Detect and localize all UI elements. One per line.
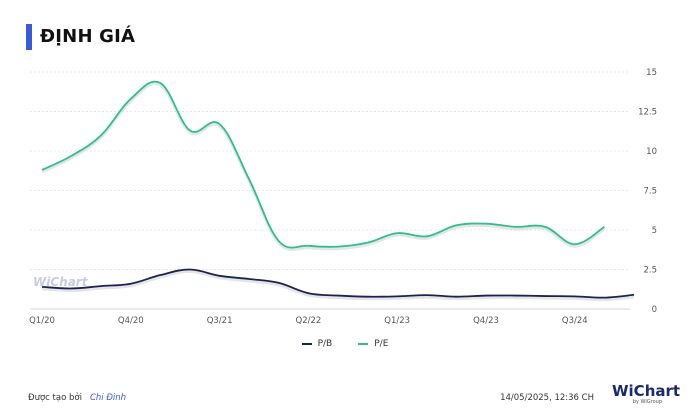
chart-series bbox=[41, 80, 635, 302]
x-tick-label: Q1/20 bbox=[29, 316, 55, 326]
series-shadow-pb bbox=[41, 269, 635, 302]
legend-item-pb[interactable]: P/B bbox=[301, 339, 333, 349]
y-tick-label: 12.5 bbox=[638, 108, 657, 118]
y-tick-label: 10 bbox=[646, 147, 657, 157]
y-tick-label: 5 bbox=[652, 226, 657, 236]
footer-timestamp: 14/05/2025, 12:36 CH bbox=[500, 393, 594, 403]
y-tick-label: 7.5 bbox=[643, 187, 657, 197]
footer-created-by: Được tạo bởi bbox=[28, 393, 82, 403]
series-line-pb[interactable] bbox=[41, 268, 635, 299]
legend-label-pb: P/B bbox=[317, 339, 333, 349]
series-shadow-pe bbox=[41, 82, 606, 252]
x-axis: Q1/20 Q4/20 Q3/21 Q2/22 Q1/23 Q4/23 Q3/24 bbox=[29, 316, 588, 326]
chart-gridlines bbox=[30, 71, 630, 310]
page-title: ĐỊNH GIÁ bbox=[40, 26, 136, 47]
brand-logo[interactable]: WiChart by WiGroup bbox=[612, 382, 681, 408]
y-tick-label: 2.5 bbox=[643, 266, 657, 276]
brand-name: WiChart bbox=[612, 382, 681, 400]
chart-watermark: WiChart bbox=[33, 275, 88, 289]
y-tick-label: 0 bbox=[652, 305, 657, 315]
brand-sub: by WiGroup bbox=[632, 399, 662, 405]
x-tick-label: Q1/23 bbox=[384, 316, 410, 326]
series-line-pe[interactable] bbox=[41, 80, 605, 249]
x-tick-label: Q3/21 bbox=[207, 316, 233, 326]
x-tick-label: Q4/20 bbox=[118, 316, 144, 326]
x-tick-label: Q3/24 bbox=[562, 316, 588, 326]
legend-swatch-pe bbox=[358, 343, 369, 345]
y-axis: 0 2.5 5 7.5 10 12.5 15 bbox=[638, 68, 657, 315]
y-tick-label: 15 bbox=[646, 68, 657, 78]
x-tick-label: Q2/22 bbox=[296, 316, 322, 326]
footer-credit: Được tạo bởi Chi Đinh bbox=[28, 393, 126, 403]
legend-label-pe: P/E bbox=[374, 339, 389, 349]
chart-legend: P/B P/E bbox=[0, 339, 690, 349]
footer-author[interactable]: Chi Đinh bbox=[89, 393, 127, 403]
legend-item-pe[interactable]: P/E bbox=[358, 339, 388, 349]
title-accent-bar bbox=[26, 24, 32, 50]
legend-swatch-pb bbox=[301, 343, 312, 345]
x-tick-label: Q4/23 bbox=[473, 316, 499, 326]
